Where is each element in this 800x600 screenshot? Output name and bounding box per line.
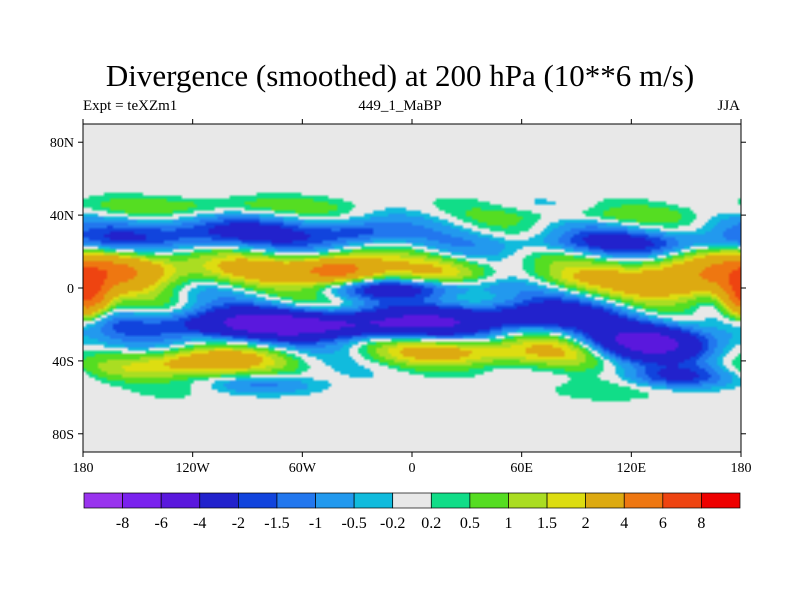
colorbar-level-label: 1: [504, 515, 512, 532]
season-label: JJA: [717, 98, 740, 114]
colorbar-swatch: [623, 492, 664, 509]
x-tick-label: 0: [409, 461, 416, 476]
colorbar-swatch: [83, 492, 123, 509]
colorbar-level-label: 0.5: [460, 515, 480, 532]
colorbar-level-label: 0.2: [421, 515, 441, 532]
colorbar-swatch: [662, 492, 702, 509]
colorbar-swatch: [199, 492, 239, 509]
x-tick-label: 120E: [617, 461, 647, 476]
colorbar-level-label: -8: [116, 515, 129, 532]
colorbar-swatch: [585, 492, 625, 509]
x-tick-label: 120W: [176, 461, 211, 476]
colorbar-level-label: 6: [659, 515, 667, 532]
colorbar-swatch: [160, 492, 201, 509]
colorbar-level-label: -0.2: [380, 515, 405, 532]
colorbar-level-label: 8: [697, 515, 705, 532]
colorbar-level-label: 2: [582, 515, 590, 532]
y-tick-label: 40N: [50, 209, 74, 224]
colorbar-level-label: -4: [193, 515, 206, 532]
colorbar-swatch: [508, 492, 548, 509]
y-tick-label: 80N: [50, 136, 74, 151]
y-tick-label: 80S: [52, 428, 74, 443]
colorbar-level-label: -1.5: [264, 515, 289, 532]
x-tick-label: 180: [731, 461, 752, 476]
x-tick-label: 60E: [510, 461, 533, 476]
colorbar-level-label: -1: [309, 515, 322, 532]
y-tick-label: 40S: [52, 355, 74, 370]
colorbar-level-label: -6: [155, 515, 168, 532]
colorbar-swatch: [122, 492, 162, 509]
colorbar-swatch: [392, 492, 432, 509]
colorbar-swatch: [469, 492, 509, 509]
chart-title: Divergence (smoothed) at 200 hPa (10**6 …: [105, 58, 695, 93]
x-tick-label: 60W: [289, 461, 317, 476]
colorbar-swatch: [353, 492, 394, 509]
colorbar-swatch: [701, 492, 741, 509]
colorbar-level-label: 1.5: [537, 515, 557, 532]
divergence-field: [83, 124, 741, 452]
colorbar-level-label: 4: [620, 515, 628, 532]
colorbar-swatch: [238, 492, 278, 509]
colorbar-swatch: [315, 492, 355, 509]
y-tick-label: 0: [67, 282, 74, 297]
colorbar-swatch: [546, 492, 586, 509]
colorbar-level-label: -0.5: [341, 515, 366, 532]
run-id-label: 449_1_MaBP: [358, 98, 442, 114]
x-tick-label: 180: [73, 461, 94, 476]
colorbar-swatch: [276, 492, 316, 509]
experiment-label: Expt = teXZm1: [83, 98, 178, 114]
colorbar-swatch: [430, 492, 471, 509]
colorbar-level-label: -2: [232, 515, 245, 532]
